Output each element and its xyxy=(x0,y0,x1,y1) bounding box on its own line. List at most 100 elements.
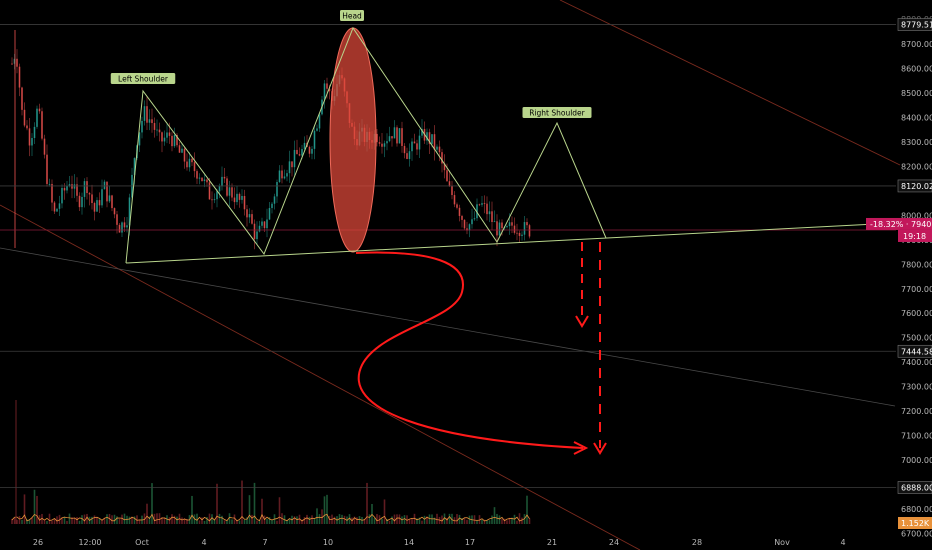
candle-body xyxy=(218,186,221,192)
left-shoulder-label-bg xyxy=(110,73,176,84)
candle-body xyxy=(308,146,311,154)
candle-body xyxy=(453,195,456,205)
volume-bar xyxy=(71,517,73,524)
candle-body xyxy=(516,232,518,234)
volume-bar xyxy=(76,517,78,524)
volume-bar xyxy=(11,518,13,524)
volume-bar xyxy=(403,515,406,524)
candle-body xyxy=(276,182,278,197)
y-tick-label: 7100.00 xyxy=(901,432,932,441)
candle-body xyxy=(473,218,476,220)
volume-bar xyxy=(223,520,226,524)
candle-body xyxy=(173,134,176,147)
candle-body xyxy=(73,184,76,189)
volume-bar xyxy=(46,520,48,524)
price-axis[interactable]: 8700.00 8600.00 8500.00 8400.00 8300.00 8200.… xyxy=(866,15,932,550)
volume-bar xyxy=(443,513,446,524)
volume-bar xyxy=(56,516,58,524)
right-shoulder-label: Right Shoulder xyxy=(529,109,585,118)
y-tick-label: 8500.00 xyxy=(901,89,932,98)
volume-bar xyxy=(36,495,38,524)
x-tick-label: 24 xyxy=(609,538,619,547)
level-8779-badge-bg xyxy=(897,18,932,31)
candle-body xyxy=(41,111,43,139)
volume-bar xyxy=(96,516,98,524)
volume-bar xyxy=(58,514,61,524)
volume-bar xyxy=(511,517,513,524)
candle-body xyxy=(26,125,28,129)
volume-bar xyxy=(226,520,228,524)
candle-body xyxy=(238,193,241,200)
volume-bar xyxy=(186,518,188,524)
volume-bar xyxy=(391,516,393,524)
volume-bar xyxy=(13,517,16,524)
volume-bar xyxy=(496,513,498,524)
volume-bar xyxy=(136,515,138,524)
x-tick-label: 28 xyxy=(692,538,702,547)
x-tick-label: 4 xyxy=(201,538,206,547)
candle-body xyxy=(46,154,48,184)
volume-bar xyxy=(396,514,398,524)
candle-body xyxy=(253,223,256,240)
candle-body xyxy=(176,134,178,146)
candle-body xyxy=(393,127,396,139)
candle-body xyxy=(481,203,483,205)
time-axis[interactable]: 26 12:00 Oct 4 7 10 14 17 21 24 28 Nov 4 xyxy=(33,538,846,547)
volume-bar xyxy=(258,519,261,524)
volume-bar xyxy=(183,518,186,524)
volume-bar xyxy=(43,519,46,524)
volume-bar xyxy=(458,514,461,524)
volume-bar xyxy=(493,507,496,524)
candle-body xyxy=(16,58,18,67)
volume-bar xyxy=(113,514,116,524)
volume-bar xyxy=(106,514,108,524)
y-tick-label: 6800.00 xyxy=(901,505,932,514)
volume-bar xyxy=(418,517,421,524)
volume-bar xyxy=(278,497,281,524)
candle-body xyxy=(236,193,238,203)
candle-body xyxy=(71,184,73,189)
candle-body xyxy=(401,128,403,146)
candle-body xyxy=(118,224,121,233)
head-and-shoulders-pattern xyxy=(125,26,896,264)
candle-body xyxy=(151,119,153,124)
volume-bar xyxy=(163,517,166,524)
volume-bar xyxy=(296,516,298,524)
volume-bar xyxy=(86,513,88,524)
candle-body xyxy=(406,153,408,159)
candle-body xyxy=(121,222,123,233)
level-8120-badge-bg xyxy=(897,179,932,193)
volume-bar xyxy=(333,516,336,524)
volume-bar xyxy=(191,495,193,524)
candle-body xyxy=(61,187,63,204)
volume-bar xyxy=(66,520,68,524)
x-tick-label: 7 xyxy=(262,538,267,547)
volume-bar xyxy=(158,513,161,524)
candle-body xyxy=(521,234,523,236)
volume-bar xyxy=(211,514,213,524)
candle-body xyxy=(246,209,248,218)
y-tick-label: 7000.00 xyxy=(901,456,932,465)
volume-bar xyxy=(356,517,358,524)
candle-body xyxy=(446,170,448,182)
volume-bar xyxy=(231,519,233,524)
candle-body xyxy=(88,193,91,195)
candle-body xyxy=(303,142,306,149)
candle-body xyxy=(66,185,68,191)
volume-bar xyxy=(486,520,488,524)
volume-bar xyxy=(228,513,231,524)
candle-body xyxy=(123,222,126,228)
volume-bar xyxy=(468,515,471,524)
candle-body xyxy=(146,106,148,123)
candle-body xyxy=(438,146,441,153)
volume-bar xyxy=(271,520,273,524)
candle-body xyxy=(528,225,531,237)
volume-bar xyxy=(143,513,146,524)
volume-bar xyxy=(376,514,378,524)
volume-bar xyxy=(451,513,453,524)
volume-bar xyxy=(398,514,401,524)
volume-bar xyxy=(216,483,218,524)
candle-body xyxy=(43,138,46,155)
